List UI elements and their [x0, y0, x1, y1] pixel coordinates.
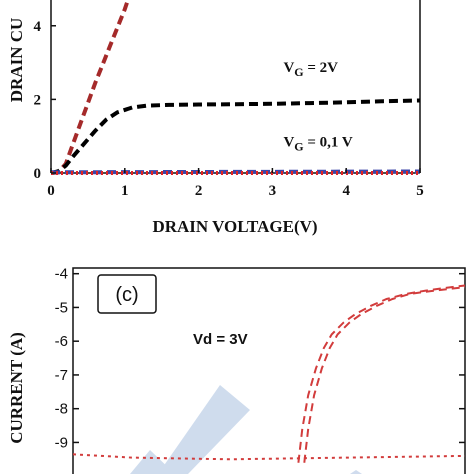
p2-y-axis-label: CURRENT (A)	[7, 332, 26, 444]
panel-label: (c)	[115, 284, 138, 306]
p2-y-tick-label: -6	[55, 333, 68, 350]
p2-plot-frame	[72, 267, 466, 474]
watermark-arrow-icon	[130, 385, 362, 474]
p1-x-tick-label: 5	[416, 183, 424, 199]
panel-label-box	[97, 274, 157, 314]
p1-y-tick-label: 2	[34, 92, 42, 108]
p1-y-axis-label: DRAIN CU	[7, 18, 26, 103]
p1-annotation-0: VG = 2V	[283, 60, 338, 79]
p1-y-tick-label: 0	[34, 166, 42, 182]
p2-y-tick-label: -4	[55, 266, 68, 283]
p1-x-tick-label: 2	[195, 183, 203, 199]
p2-annotation: Vd = 3V	[193, 331, 248, 348]
p2-series-line-0	[297, 284, 465, 463]
p2-series-group	[73, 284, 465, 463]
p2-y-tick-label: -8	[55, 401, 68, 418]
p1-series-line-0	[51, 0, 131, 175]
log-current-chart: CURRENT (A) -4 -5 -6 -7 -8 -9 (c) Vd = 3V	[7, 266, 466, 474]
p1-series-line-1	[51, 98, 420, 175]
p1-x-tick-label: 1	[121, 183, 129, 199]
p2-y-tick-label: -5	[55, 299, 68, 316]
p2-ticks: -4 -5 -6 -7 -8 -9	[55, 266, 465, 451]
p1-x-tick-label: 4	[342, 183, 350, 199]
p1-annotation-1: VG = 0,1 V	[283, 134, 352, 153]
p1-x-tick-label: 0	[47, 183, 55, 199]
p1-series-group	[51, 0, 420, 175]
p1-y-tick-label: 4	[34, 19, 42, 35]
drain-current-chart: DRAIN CU 0 1 2 3 4 5 0 2 4 DRAIN VOLTAGE(V) VG =…	[7, 0, 424, 236]
p2-y-tick-label: -9	[55, 434, 68, 451]
p1-x-axis-label: DRAIN VOLTAGE(V)	[152, 217, 317, 236]
p1-ticks: 0 1 2 3 4 5 0 2 4	[34, 19, 424, 199]
p2-y-tick-label: -7	[55, 367, 68, 384]
p1-x-tick-label: 3	[269, 183, 277, 199]
p2-series-line-1	[303, 286, 465, 463]
p1-annotations: VG = 2V VG = 0,1 V	[283, 60, 352, 154]
p2-series-line-2	[73, 453, 465, 461]
